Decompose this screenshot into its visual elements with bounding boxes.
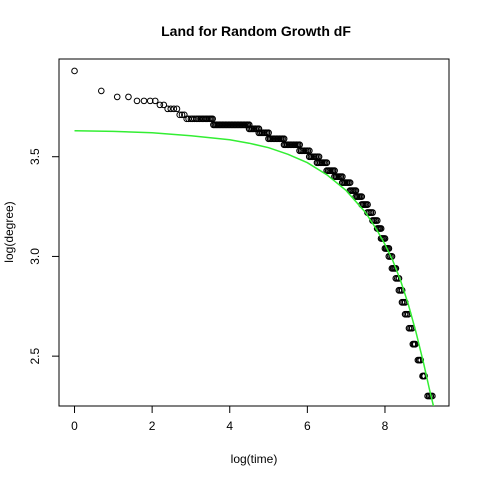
data-point [369, 209, 376, 216]
chart-title: Land for Random Growth dF [161, 23, 351, 39]
data-point [146, 97, 154, 105]
y-axis-label: log(degree) [2, 201, 16, 262]
data-point [160, 101, 168, 109]
data-point [323, 159, 331, 167]
x-tick-label: 2 [149, 419, 156, 433]
data-point [421, 372, 428, 380]
data-point [245, 121, 253, 129]
data-point [176, 111, 183, 119]
y-tick-label: 3.5 [28, 148, 42, 165]
plot-frame [58, 58, 450, 407]
data-point [255, 125, 263, 133]
fit-line [74, 130, 435, 406]
plot-marks [71, 67, 436, 406]
data-point [156, 101, 164, 109]
data-point [125, 93, 132, 101]
data-point [71, 67, 78, 75]
data-point [113, 93, 121, 101]
data-point [191, 115, 198, 123]
data-point [358, 193, 366, 201]
x-tick-label: 6 [304, 419, 311, 433]
x-tick-label: 4 [226, 419, 233, 433]
data-point [377, 225, 385, 232]
data-point [164, 105, 171, 113]
x-axis-label: log(time) [231, 452, 278, 466]
y-tick-label: 2.5 [28, 347, 42, 364]
data-point [346, 179, 354, 187]
data-point [364, 201, 371, 208]
data-point [392, 264, 400, 272]
data-point [167, 105, 175, 113]
x-axis: 0 2 4 6 8 [71, 405, 389, 433]
data-point [170, 105, 178, 113]
data-point [133, 97, 141, 105]
data-point [97, 87, 105, 95]
data-point [178, 111, 186, 119]
data-point [140, 97, 148, 105]
data-point [411, 340, 419, 348]
y-axis: 2.5 3.0 3.5 [28, 148, 60, 364]
data-point [373, 217, 381, 224]
data-point [173, 105, 181, 113]
x-tick-label: 0 [71, 419, 78, 433]
y-tick-label: 3.0 [28, 248, 42, 265]
x-tick-label: 8 [382, 419, 389, 433]
data-point [151, 97, 159, 105]
